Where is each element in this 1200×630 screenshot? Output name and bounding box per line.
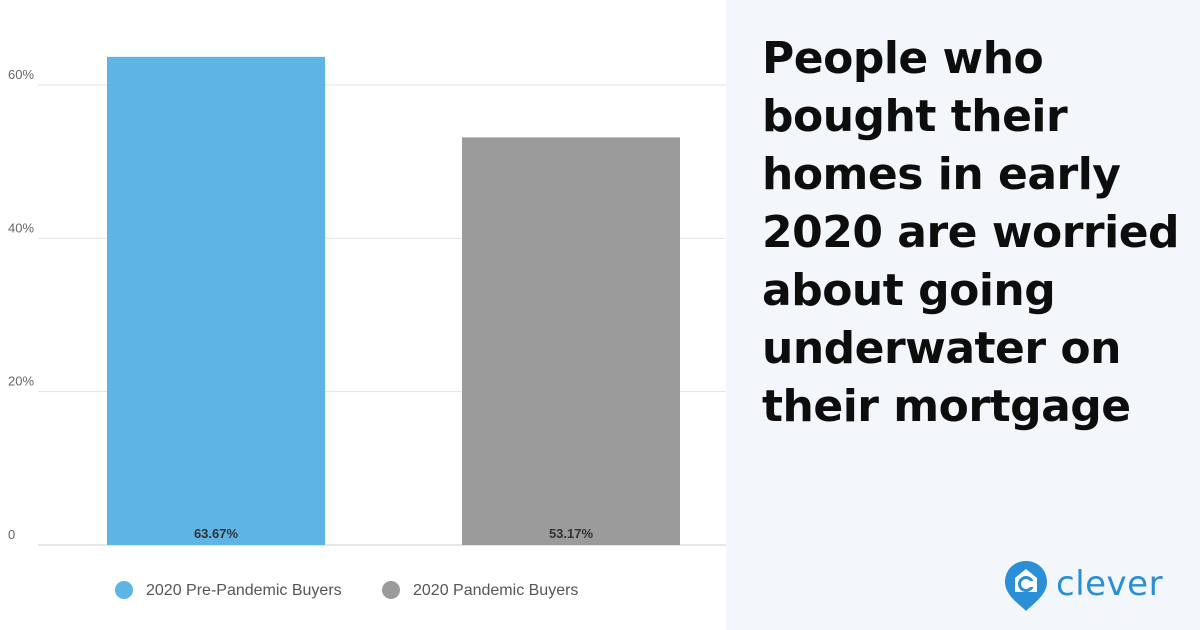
bar-chart-svg: 0 20% 40% 60% 63.67% 53.17% 2020 Pre-Pandemic … xyxy=(8,56,726,599)
brand-logo: clever xyxy=(1002,556,1163,616)
legend-marker xyxy=(115,581,133,599)
bar xyxy=(462,137,680,545)
headline: People who bought their homes in early 2… xyxy=(762,33,1180,432)
bar-chart: 0 20% 40% 60% 63.67% 53.17% 2020 Pre-Pandemic … xyxy=(8,56,726,599)
bar xyxy=(107,56,325,545)
legend-marker xyxy=(382,581,400,599)
y-tick-label: 20% xyxy=(8,374,34,389)
brand-name: clever xyxy=(1056,564,1164,604)
y-tick-label: 60% xyxy=(8,67,34,82)
clever-location-pin-icon xyxy=(1005,561,1047,611)
y-tick-label: 40% xyxy=(8,220,34,235)
headline-panel: People who bought their homes in early 2… xyxy=(726,0,1200,630)
legend-label: 2020 Pandemic Buyers xyxy=(413,582,578,599)
legend-label: 2020 Pre-Pandemic Buyers xyxy=(146,582,342,599)
bar-value-label: 53.17% xyxy=(549,526,594,541)
y-tick-label: 0 xyxy=(8,527,15,542)
bar-value-label: 63.67% xyxy=(194,526,239,541)
